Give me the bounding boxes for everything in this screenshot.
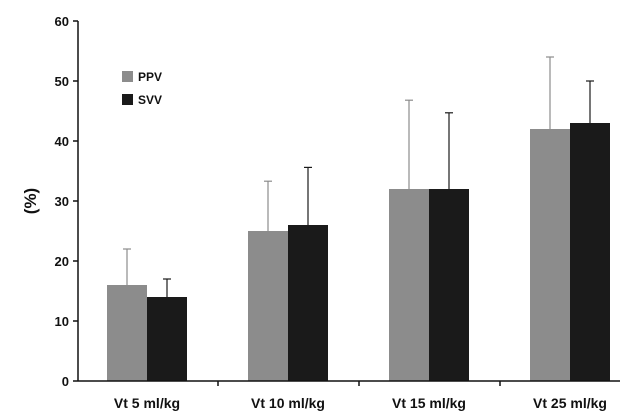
bar-svv-1	[147, 297, 187, 381]
x-tick-label-3: Vt 15 ml/kg	[392, 395, 466, 411]
y-tick-label-10: 10	[55, 314, 69, 329]
legend-swatch-ppv	[122, 71, 133, 82]
x-tick-label-4: Vt 25 ml/kg	[533, 395, 607, 411]
bars-layer	[107, 123, 610, 381]
bar-ppv-1	[107, 285, 147, 381]
bar-svv-2	[288, 225, 328, 381]
bar-svv-4	[570, 123, 610, 381]
y-tick-label-0: 0	[62, 374, 69, 389]
y-axis-title: (%)	[21, 188, 40, 214]
x-tick-label-2: Vt 10 ml/kg	[251, 395, 325, 411]
legend-swatch-svv	[122, 94, 133, 105]
y-tick-label-50: 50	[55, 74, 69, 89]
axes-layer: 0 10 20 30 40 50 60 Vt 5 ml/kg Vt 10 ml/kg Vt 15 …	[55, 14, 620, 411]
legend-label-ppv: PPV	[138, 70, 162, 84]
bar-svv-3	[429, 189, 469, 381]
legend: PPV SVV	[122, 70, 162, 107]
error-bars-layer	[123, 56, 594, 297]
bar-ppv-3	[389, 189, 429, 381]
y-tick-label-20: 20	[55, 254, 69, 269]
y-tick-label-60: 60	[55, 14, 69, 29]
bar-ppv-2	[248, 231, 288, 381]
y-tick-label-30: 30	[55, 194, 69, 209]
bar-ppv-4	[530, 129, 570, 381]
legend-label-svv: SVV	[138, 93, 162, 107]
y-tick-label-40: 40	[55, 134, 69, 149]
x-tick-label-1: Vt 5 ml/kg	[114, 395, 180, 411]
